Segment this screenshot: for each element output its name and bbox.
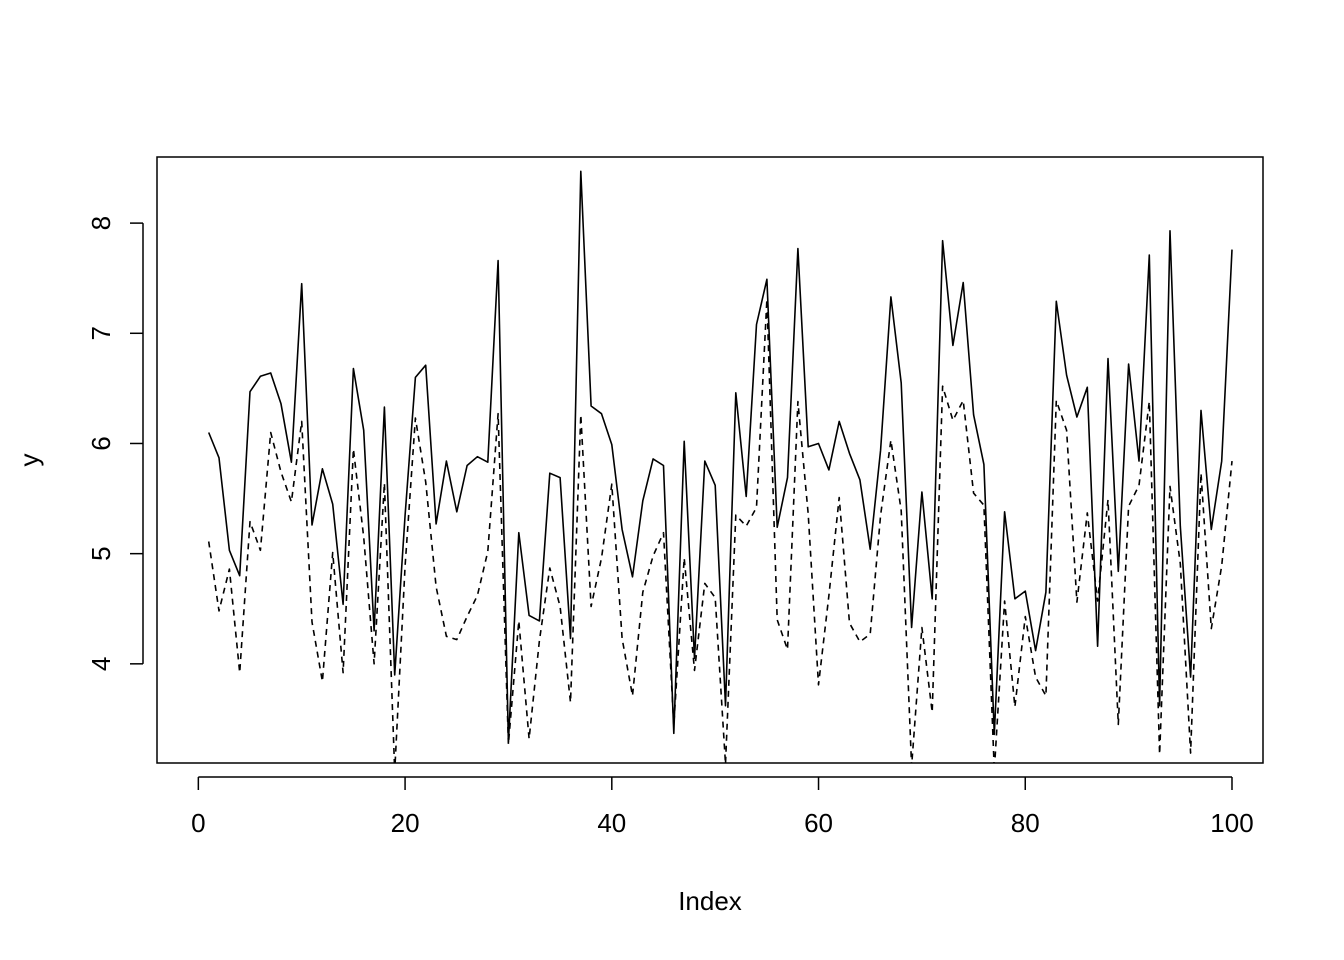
y-axis: 4 5 6 7 8 bbox=[86, 216, 144, 671]
y-tick-label: 4 bbox=[86, 657, 116, 671]
x-tick-label: 40 bbox=[597, 808, 626, 838]
plot-box bbox=[156, 156, 1264, 764]
y-tick-label: 6 bbox=[86, 436, 116, 450]
x-tick-label: 20 bbox=[391, 808, 420, 838]
series-line-solid bbox=[207, 170, 1233, 743]
x-tick-label: 100 bbox=[1210, 808, 1253, 838]
x-tick-label: 80 bbox=[1011, 808, 1040, 838]
y-axis-label: y bbox=[14, 454, 44, 467]
x-axis-label: Index bbox=[678, 886, 742, 916]
series-line-dashed bbox=[207, 298, 1233, 763]
y-tick-label: 7 bbox=[86, 326, 116, 340]
y-tick-label: 8 bbox=[86, 216, 116, 230]
x-tick-label: 60 bbox=[804, 808, 833, 838]
x-tick-label: 0 bbox=[191, 808, 205, 838]
series-layer bbox=[207, 170, 1233, 763]
y-tick-label: 5 bbox=[86, 546, 116, 560]
x-axis: 0 20 40 60 80 100 bbox=[191, 776, 1254, 838]
